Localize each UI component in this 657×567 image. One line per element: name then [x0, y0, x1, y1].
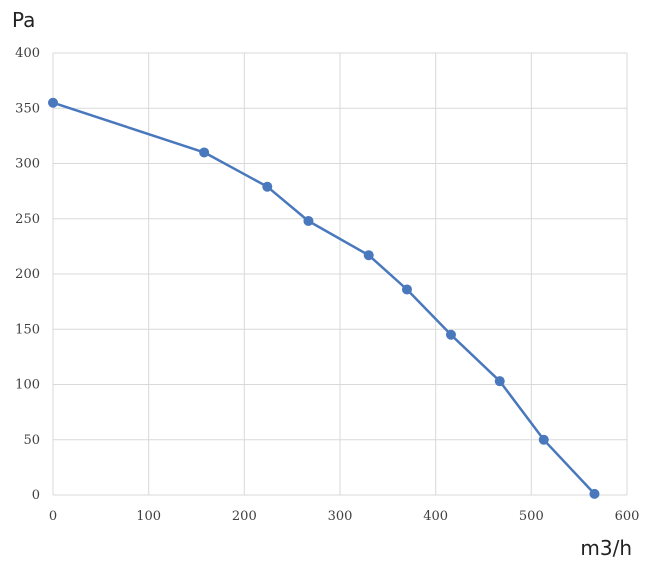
x-axis-label: m3/h	[580, 536, 632, 560]
data-point-2	[262, 181, 273, 192]
data-point-7	[494, 376, 505, 387]
y-tick-labels: 0 50 100 150 200 250 300 350 400	[15, 46, 40, 503]
x-tick-label-400: 400	[423, 509, 448, 524]
x-tick-label-300: 300	[328, 509, 353, 524]
data-point-9	[589, 488, 600, 499]
y-tick-label-400: 400	[15, 46, 40, 61]
y-tick-label-150: 150	[15, 322, 40, 337]
y-axis-label: Pa	[12, 8, 35, 32]
grid	[52, 52, 628, 496]
y-tick-label-350: 350	[15, 101, 40, 116]
data-point-5	[401, 284, 412, 295]
x-tick-label-500: 500	[519, 509, 544, 524]
x-tick-labels: 0 100 200 300 400 500 600	[49, 509, 640, 524]
data-point-4	[363, 250, 374, 261]
x-tick-label-200: 200	[232, 509, 257, 524]
y-tick-label-100: 100	[15, 378, 40, 393]
y-tick-label-250: 250	[15, 212, 40, 227]
series-layer	[48, 97, 600, 499]
x-tick-label-600: 600	[615, 509, 640, 524]
y-tick-label-0: 0	[32, 488, 40, 503]
y-tick-label-300: 300	[15, 157, 40, 172]
data-point-0	[48, 97, 58, 108]
x-tick-label-0: 0	[49, 509, 57, 524]
data-point-8	[538, 434, 549, 445]
data-point-3	[303, 215, 314, 226]
y-tick-label-50: 50	[23, 433, 40, 448]
series-line-0	[51, 101, 596, 496]
y-tick-label-200: 200	[15, 267, 40, 282]
x-tick-label-100: 100	[136, 509, 161, 524]
data-point-6	[445, 329, 456, 340]
data-point-1	[199, 147, 210, 158]
